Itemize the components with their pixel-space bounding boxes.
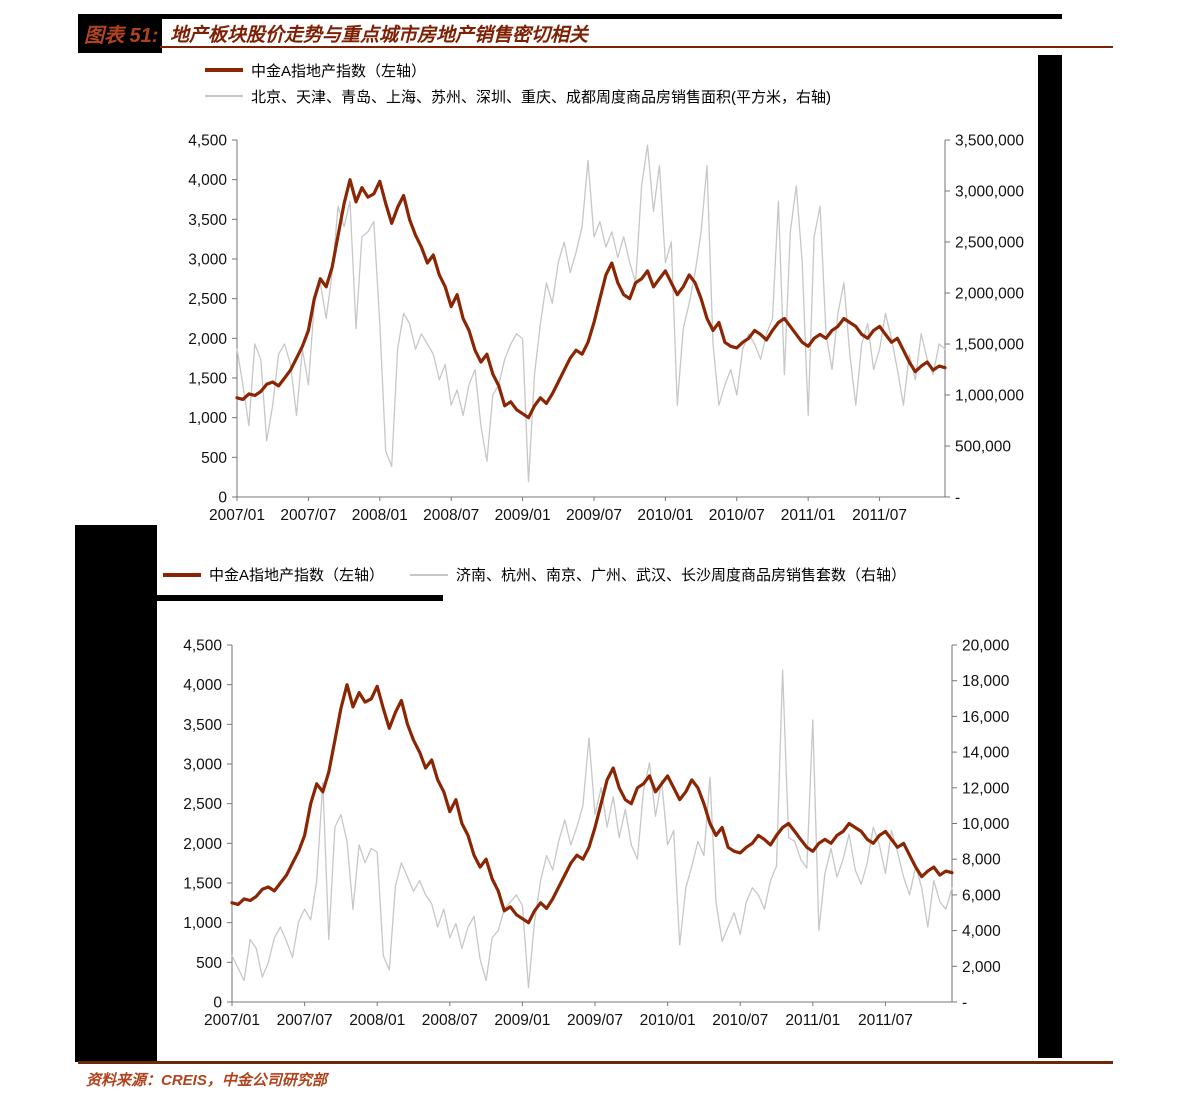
svg-text:2009/01: 2009/01: [494, 1012, 550, 1029]
svg-text:2008/01: 2008/01: [349, 1012, 405, 1029]
svg-text:2010/07: 2010/07: [709, 507, 765, 524]
svg-text:2008/07: 2008/07: [423, 507, 479, 524]
svg-text:2009/01: 2009/01: [495, 507, 551, 524]
chart1-legend-row-sales: 北京、天津、青岛、上海、苏州、深圳、重庆、成都周度商品房销售面积(平方米，右轴): [205, 83, 831, 109]
svg-text:2008/01: 2008/01: [352, 507, 408, 524]
svg-text:20,000: 20,000: [962, 638, 1010, 655]
index-line-swatch: [205, 68, 243, 72]
svg-text:2,000: 2,000: [183, 836, 222, 853]
svg-text:2007/01: 2007/01: [204, 1012, 260, 1029]
chart2-legend: 中金A指地产指数（左轴） 济南、杭州、南京、广州、武汉、长沙周度商品房销售套数（…: [163, 564, 906, 585]
index-vs-sales-units-chart: 0 500 1,000 1,500 2,000 2,500 3,000 3,500 4,000 4…: [183, 638, 1010, 1030]
sales-area-line-swatch: [205, 95, 243, 97]
svg-text:2,000: 2,000: [188, 331, 227, 348]
svg-text:4,500: 4,500: [183, 638, 222, 655]
svg-text:2011/07: 2011/07: [852, 507, 907, 524]
svg-text:2011/07: 2011/07: [858, 1012, 913, 1029]
svg-text:2008/07: 2008/07: [422, 1012, 478, 1029]
figure-number-label: 图表 51:: [84, 25, 159, 47]
svg-text:2,000,000: 2,000,000: [955, 286, 1024, 303]
render-artifact-left-strip: [75, 525, 157, 1062]
index-vs-sales-area-chart: 0 500 1,000 1,500 2,000 2,500 3,000 3,500 4,000 4…: [188, 133, 1024, 525]
page-title: 地产板块股价走势与重点城市房地产销售密切相关: [170, 25, 589, 46]
svg-text:6,000: 6,000: [962, 887, 1001, 904]
index-line-swatch: [163, 572, 201, 577]
svg-text:3,500,000: 3,500,000: [955, 133, 1024, 150]
chart1-legend-index-label: 中金A指地产指数（左轴）: [251, 62, 427, 80]
svg-text:2,500: 2,500: [183, 796, 222, 813]
svg-text:2010/01: 2010/01: [637, 507, 693, 524]
svg-text:2009/07: 2009/07: [566, 507, 622, 524]
svg-text:4,000: 4,000: [188, 172, 227, 189]
svg-text:2010/07: 2010/07: [712, 1012, 768, 1029]
svg-text:1,500: 1,500: [183, 876, 222, 893]
svg-text:0: 0: [213, 995, 222, 1012]
svg-text:4,000: 4,000: [183, 677, 222, 694]
chart1-legend-row-index: 中金A指地产指数（左轴）: [205, 57, 831, 83]
source-divider-rule: [78, 1061, 1113, 1064]
title-underline: [160, 46, 1113, 48]
chart2-legend-index-label: 中金A指地产指数（左轴）: [209, 567, 385, 584]
svg-text:1,000,000: 1,000,000: [955, 388, 1024, 405]
svg-text:3,500: 3,500: [188, 212, 227, 229]
svg-text:2011/01: 2011/01: [785, 1012, 840, 1029]
chart1-legend: 中金A指地产指数（左轴） 北京、天津、青岛、上海、苏州、深圳、重庆、成都周度商品…: [205, 57, 831, 109]
source-note: 资料来源：CREIS，中金公司研究部: [86, 1072, 327, 1089]
svg-text:2,000: 2,000: [962, 959, 1001, 976]
svg-text:4,000: 4,000: [962, 923, 1001, 940]
svg-text:2007/01: 2007/01: [209, 507, 265, 524]
render-artifact-top-band: [78, 14, 1062, 19]
svg-text:10,000: 10,000: [962, 816, 1010, 833]
svg-text:500: 500: [201, 450, 227, 467]
svg-text:-: -: [962, 995, 967, 1012]
svg-text:3,000,000: 3,000,000: [955, 184, 1024, 201]
svg-text:1,500,000: 1,500,000: [955, 337, 1024, 354]
svg-text:14,000: 14,000: [962, 745, 1010, 762]
svg-text:2,500: 2,500: [188, 291, 227, 308]
svg-text:8,000: 8,000: [962, 852, 1001, 869]
svg-text:500,000: 500,000: [955, 439, 1011, 456]
svg-text:3,000: 3,000: [188, 252, 227, 269]
svg-text:1,500: 1,500: [188, 371, 227, 388]
svg-text:2007/07: 2007/07: [280, 507, 336, 524]
svg-text:3,500: 3,500: [183, 717, 222, 734]
svg-text:500: 500: [196, 955, 222, 972]
svg-text:1,000: 1,000: [183, 915, 222, 932]
svg-text:2007/07: 2007/07: [277, 1012, 333, 1029]
svg-text:1,000: 1,000: [188, 410, 227, 427]
svg-text:16,000: 16,000: [962, 709, 1010, 726]
svg-text:2010/01: 2010/01: [640, 1012, 696, 1029]
svg-text:4,500: 4,500: [188, 133, 227, 150]
svg-text:2011/01: 2011/01: [781, 507, 836, 524]
render-artifact-figure-label-box: [78, 14, 162, 53]
svg-text:2,500,000: 2,500,000: [955, 235, 1024, 252]
chart1-legend-sales-label: 北京、天津、青岛、上海、苏州、深圳、重庆、成都周度商品房销售面积(平方米，右轴): [251, 88, 831, 106]
render-artifact-right-strip: [1038, 55, 1062, 1058]
svg-text:3,000: 3,000: [183, 757, 222, 774]
svg-text:12,000: 12,000: [962, 780, 1010, 797]
svg-text:0: 0: [218, 490, 227, 507]
svg-text:-: -: [955, 490, 960, 507]
svg-text:2009/07: 2009/07: [567, 1012, 623, 1029]
sales-units-line-swatch: [410, 573, 449, 576]
svg-text:18,000: 18,000: [962, 673, 1010, 690]
render-artifact-middle-band: [75, 595, 443, 601]
chart2-legend-sales-label: 济南、杭州、南京、广州、武汉、长沙周度商品房销售套数（右轴）: [456, 567, 907, 584]
